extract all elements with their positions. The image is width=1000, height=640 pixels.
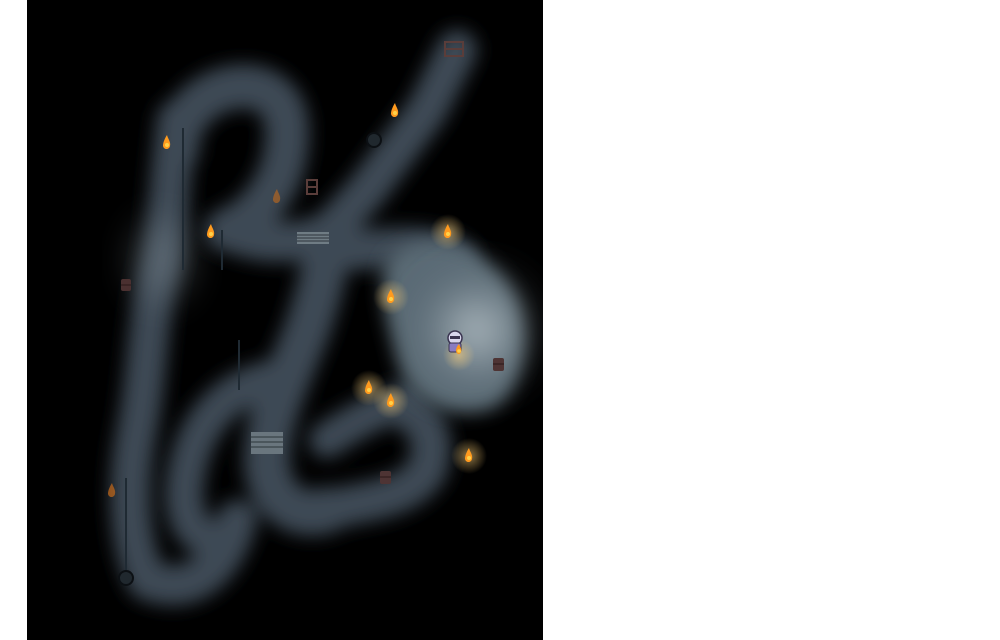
torch-icon[interactable] — [465, 448, 473, 462]
pit-icon[interactable] — [118, 570, 134, 586]
pit-icon[interactable] — [366, 132, 382, 148]
barrel-icon[interactable] — [493, 358, 504, 371]
cave-map[interactable] — [27, 0, 543, 640]
lit-chamber — [132, 220, 543, 413]
stairs-icon[interactable] — [297, 232, 329, 244]
cave-walls — [125, 128, 240, 578]
torch-icon[interactable] — [387, 289, 395, 303]
torch-icon[interactable] — [108, 483, 116, 497]
cave-passages — [110, 30, 477, 606]
ladder-icon[interactable] — [444, 41, 464, 57]
torch-icon[interactable] — [444, 224, 452, 238]
torch-icon[interactable] — [387, 393, 395, 407]
torch-icon[interactable] — [207, 224, 215, 238]
empty-canvas-area — [543, 0, 1000, 640]
ladder-icon[interactable] — [306, 179, 318, 195]
game-viewport[interactable] — [27, 0, 543, 640]
barrel-icon[interactable] — [380, 471, 391, 484]
barrel-icon[interactable] — [121, 279, 131, 291]
torch-icon[interactable] — [365, 380, 373, 394]
torch-icon[interactable] — [391, 103, 399, 117]
torch-icon[interactable] — [273, 189, 281, 203]
player-sprite[interactable] — [447, 330, 463, 355]
torch-icon[interactable] — [163, 135, 171, 149]
stairs-icon[interactable] — [251, 432, 283, 454]
torches — [108, 103, 473, 497]
